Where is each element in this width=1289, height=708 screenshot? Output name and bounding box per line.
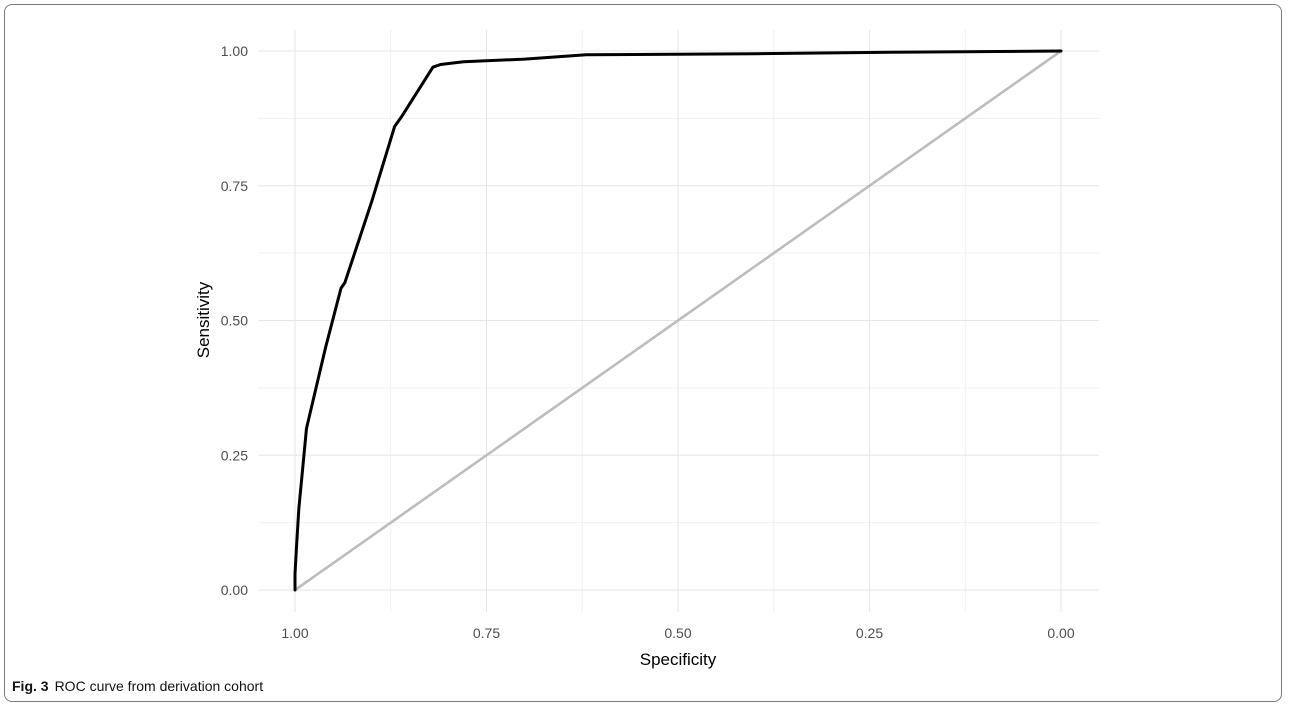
y-tick-label: 1.00 xyxy=(221,43,248,59)
figure-caption-label: Fig. 3 xyxy=(12,678,49,694)
series-layer xyxy=(293,49,1063,592)
x-tick-label: 0.25 xyxy=(856,625,883,641)
roc-curve-line xyxy=(293,49,1063,592)
figure-caption: Fig. 3 ROC curve from derivation cohort xyxy=(12,678,263,694)
reference-diagonal-line xyxy=(293,49,1063,592)
x-tick-label: 1.00 xyxy=(281,625,308,641)
y-tick-label: 0.75 xyxy=(221,178,248,194)
figure-caption-text: ROC curve from derivation cohort xyxy=(54,678,264,694)
major-gridlines xyxy=(258,30,1099,612)
y-tick-label: 0.25 xyxy=(221,447,248,463)
y-axis-title: Sensitivity xyxy=(194,281,213,358)
y-tick-label: 0.50 xyxy=(221,313,248,329)
y-tick-labels: 0.00 0.25 0.50 0.75 1.00 xyxy=(221,43,248,598)
x-axis-title: Specificity xyxy=(640,650,717,669)
x-tick-label: 0.50 xyxy=(664,625,691,641)
x-tick-label: 0.00 xyxy=(1047,625,1074,641)
y-tick-label: 0.00 xyxy=(221,582,248,598)
x-tick-label: 0.75 xyxy=(473,625,500,641)
figure-frame xyxy=(4,4,1282,702)
x-tick-labels: 1.00 0.75 0.50 0.25 0.00 xyxy=(281,625,1074,641)
